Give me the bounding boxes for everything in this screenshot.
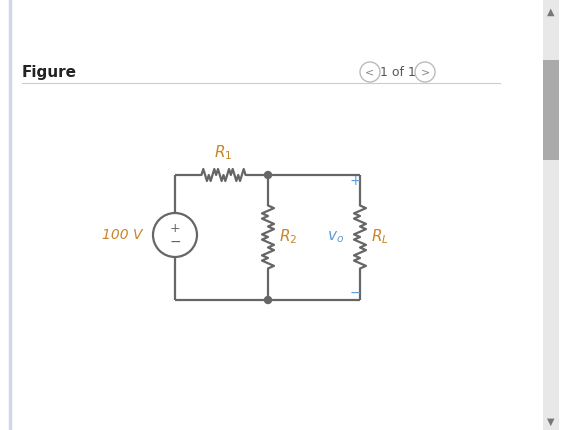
Text: <: <: [366, 67, 375, 77]
Text: $R_L$: $R_L$: [371, 227, 389, 246]
Text: ▲: ▲: [547, 7, 555, 17]
Text: ▼: ▼: [547, 417, 555, 427]
FancyBboxPatch shape: [543, 60, 559, 160]
Text: 1 of 1: 1 of 1: [380, 65, 416, 79]
Text: 100 V: 100 V: [102, 228, 143, 242]
Text: >: >: [421, 67, 430, 77]
Text: $R_1$: $R_1$: [215, 143, 233, 162]
Circle shape: [264, 297, 272, 304]
Circle shape: [264, 172, 272, 178]
Text: −: −: [169, 235, 181, 249]
Text: $R_2$: $R_2$: [279, 227, 297, 246]
Text: Figure: Figure: [22, 64, 77, 80]
Text: −: −: [349, 286, 361, 300]
Text: +: +: [170, 221, 181, 234]
FancyBboxPatch shape: [543, 0, 559, 430]
Text: +: +: [349, 174, 361, 188]
Text: $v_o$: $v_o$: [327, 229, 344, 245]
